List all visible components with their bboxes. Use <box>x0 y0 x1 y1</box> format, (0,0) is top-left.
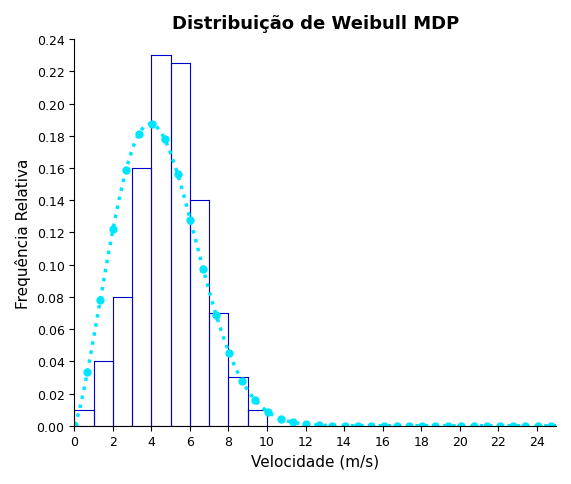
Y-axis label: Frequência Relativa: Frequência Relativa <box>15 158 31 308</box>
Title: Distribuição de Weibull MDP: Distribuição de Weibull MDP <box>171 15 459 33</box>
X-axis label: Velocidade (m/s): Velocidade (m/s) <box>251 454 379 469</box>
